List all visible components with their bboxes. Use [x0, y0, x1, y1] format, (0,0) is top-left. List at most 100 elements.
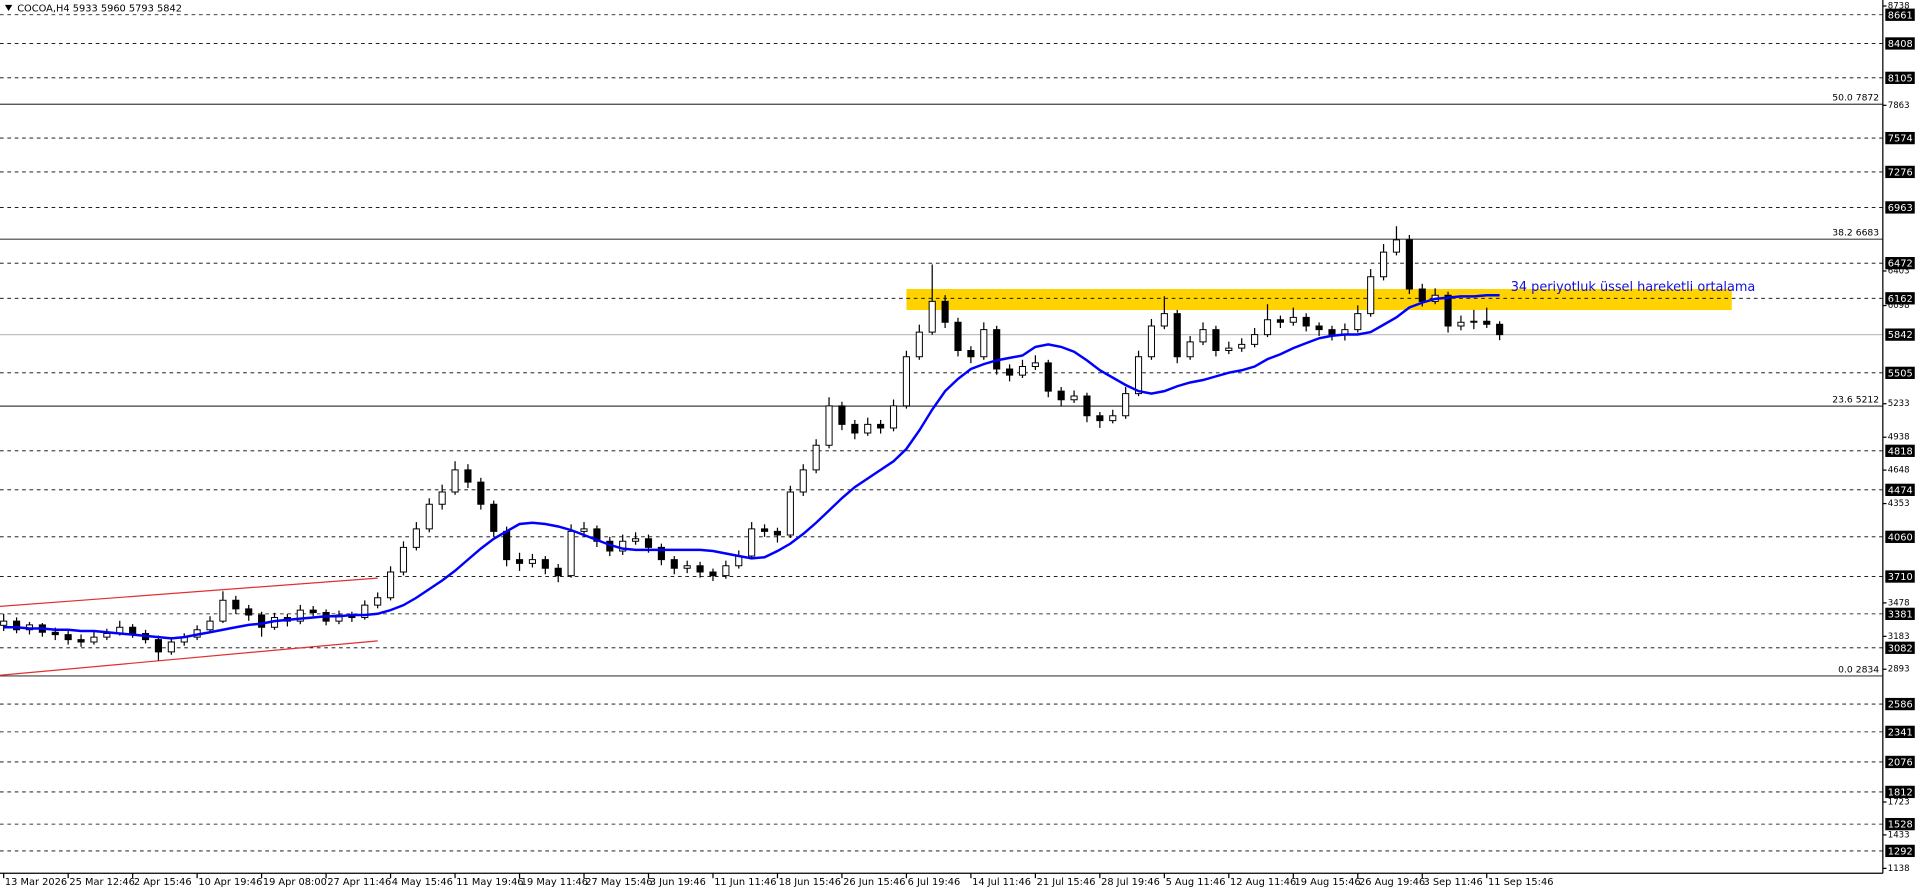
candle-body: [864, 423, 872, 434]
y-tick-label: 1138: [1888, 864, 1910, 874]
candle-body: [748, 528, 756, 557]
candle-body: [399, 546, 408, 573]
candle-body: [167, 641, 175, 653]
y-tick-box: [1885, 817, 1915, 831]
y-tick-box: [1885, 71, 1915, 84]
candle-body: [515, 559, 524, 564]
candle-body: [477, 481, 485, 505]
candle-body: [296, 609, 304, 622]
candle-body: [889, 405, 898, 429]
candle-body: [374, 597, 382, 606]
candle-body: [967, 350, 975, 358]
x-tick-label: 10 Apr 19:46: [198, 877, 262, 888]
y-tick-label: 1433: [1888, 830, 1910, 840]
candle-body: [206, 620, 214, 631]
candle-body: [980, 329, 988, 358]
channel-line: [0, 577, 378, 607]
candle-body: [902, 356, 910, 407]
y-tick-label: 4648: [1888, 466, 1910, 476]
candle-body: [812, 444, 820, 471]
x-tick-label: 26 Aug 19:46: [1359, 877, 1425, 888]
y-tick-box: [1885, 483, 1915, 496]
candle-body: [786, 491, 794, 536]
y-tick-box: [1885, 292, 1915, 305]
candle-body: [1212, 329, 1220, 351]
candle-body: [1392, 239, 1401, 253]
y-tick-label: 6403: [1888, 266, 1910, 276]
candle-body: [683, 565, 691, 569]
candle-body: [219, 599, 227, 622]
y-tick-label: 1812: [1888, 788, 1913, 799]
candle-body: [232, 599, 240, 610]
candle-body: [129, 626, 137, 634]
y-tick-label: 3478: [1888, 598, 1910, 608]
y-tick-box: [1885, 444, 1915, 457]
candle-body: [1096, 415, 1104, 422]
candle-body: [387, 571, 395, 599]
y-tick-box: [1885, 165, 1915, 179]
x-tick-label: 2 Apr 15:46: [134, 877, 192, 888]
y-tick-box: [1885, 131, 1915, 145]
candle-body: [1109, 415, 1117, 422]
candle-body: [941, 300, 949, 323]
candle-body: [954, 321, 962, 351]
candle-body: [90, 636, 98, 643]
y-tick-label: 7574: [1888, 134, 1913, 145]
y-tick-box: [1885, 844, 1915, 858]
x-tick-label: 3 Sep 11:46: [1423, 877, 1482, 888]
y-tick-label: 2893: [1888, 665, 1910, 675]
y-tick-box: [1885, 755, 1915, 769]
y-tick-label: 1528: [1888, 820, 1913, 831]
menu-icon[interactable]: [4, 4, 13, 12]
y-tick-box: [1885, 697, 1915, 711]
x-tick-label: 27 May 15:46: [585, 877, 652, 888]
y-tick-label: 4938: [1888, 433, 1910, 443]
y-tick-box: [1885, 366, 1915, 380]
candle-body: [670, 559, 678, 569]
candle-body: [13, 620, 21, 631]
candle-body: [1315, 325, 1323, 331]
candle-body: [760, 528, 769, 532]
candle-body: [851, 423, 859, 434]
y-tick-box: [1885, 530, 1915, 543]
ema-line: [3, 294, 1500, 640]
x-tick-label: 11 Jun 11:46: [714, 877, 776, 888]
candle-body: [1070, 395, 1078, 401]
x-tick-label: 13 Mar 2026: [5, 877, 67, 888]
candle-body: [1147, 325, 1156, 358]
x-tick-label: 19 May 11:46: [521, 877, 588, 888]
x-tick-label: 11 May 19:46: [456, 877, 523, 888]
y-tick-label: 4353: [1888, 499, 1910, 509]
candle-body: [103, 633, 111, 638]
y-tick-label: 4474: [1888, 485, 1913, 496]
chart-title: COCOA,H4 5933 5960 5793 5842: [17, 4, 182, 15]
x-tick-label: 28 Jul 19:46: [1101, 877, 1160, 888]
candle-body: [1276, 319, 1284, 323]
fib-label: 38.2 6683: [1832, 228, 1879, 239]
candle-body: [722, 565, 730, 577]
candle-body: [799, 469, 807, 493]
plot: 50.0 7872 38.2 6683 23.6 5212 0.0 2834: [0, 14, 1883, 852]
candle-body: [77, 639, 85, 643]
candle-body: [915, 331, 923, 358]
candle-body: [451, 469, 459, 493]
candle-body: [657, 546, 665, 561]
annotation: 34 periyotluk üssel hareketli ortalama: [1511, 280, 1756, 295]
candle-body: [1457, 321, 1465, 327]
candle-body: [1251, 334, 1259, 345]
candle-body: [1134, 356, 1143, 395]
y-tick-label: 6963: [1888, 203, 1913, 214]
candle-body: [464, 469, 472, 483]
candle-body: [1289, 316, 1297, 323]
x-tick-label: 19 Aug 15:46: [1295, 877, 1361, 888]
candle-body: [1470, 320, 1478, 323]
candle-body: [1199, 329, 1207, 343]
candle-body: [309, 609, 317, 613]
y-tick-label: 6472: [1888, 259, 1913, 270]
x-tick-label: 26 Jun 15:46: [843, 877, 905, 888]
y-tick-label: 2341: [1888, 727, 1913, 738]
y-tick-box: [1885, 641, 1915, 654]
y-tick-box: [1885, 8, 1915, 21]
y-tick-label: 8661: [1888, 10, 1913, 21]
candle-body: [1354, 313, 1362, 331]
